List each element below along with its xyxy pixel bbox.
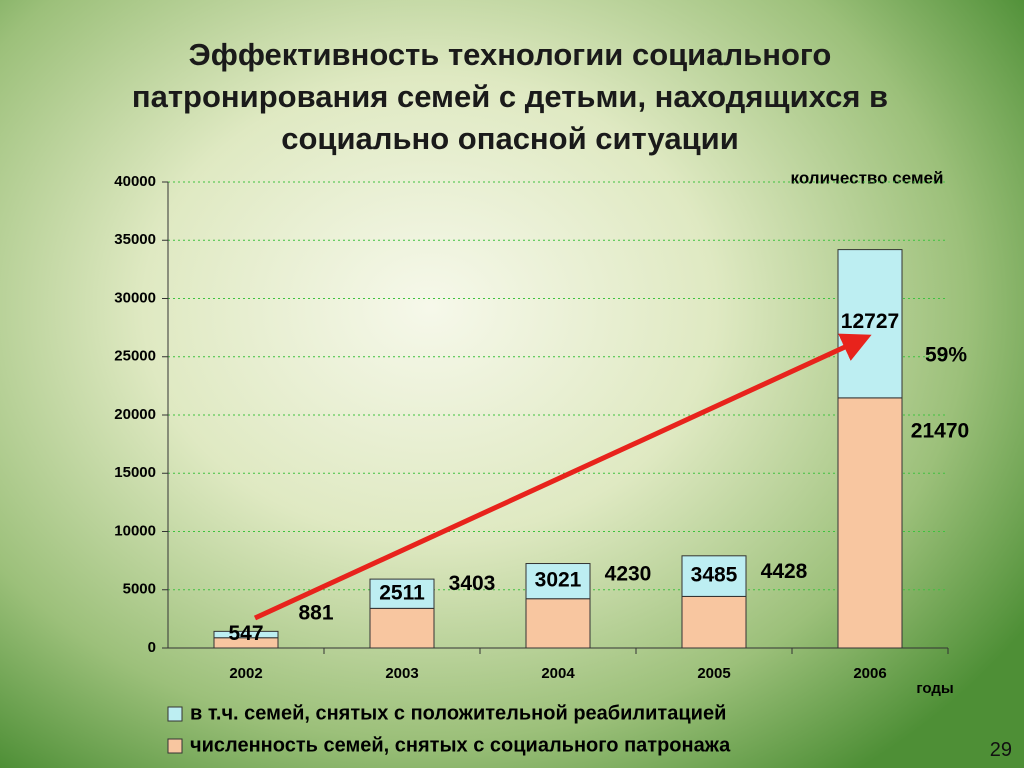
value-label: 881 [298,601,333,624]
bar-segment [525,598,591,649]
page-number: 29 [989,739,1012,761]
y-tick-label: 10000 [114,522,156,539]
x-axis-label: годы [916,680,953,697]
annotation: 59% [925,344,967,367]
x-tick-label: 2003 [385,665,418,682]
value-label: 4428 [761,560,808,583]
y-tick-label: 25000 [114,348,156,365]
x-tick-label: 2004 [541,665,575,682]
y-tick-label: 35000 [114,231,156,248]
value-label: 3485 [691,564,738,587]
bar-segment [213,630,279,639]
bar-segment [837,397,903,649]
y-tick-label: 0 [148,639,156,656]
value-label: 4230 [605,562,652,585]
bar-segment [369,578,435,609]
bar-segment [837,249,903,399]
y-tick-label: 15000 [114,464,156,481]
value-label: 21470 [911,419,969,442]
value-label: 2511 [379,581,425,604]
y-axis-label: количество семей [791,168,944,187]
value-label: 547 [228,622,263,645]
legend-label: в т.ч. семей, снятых с положительной реа… [190,702,726,724]
x-tick-label: 2006 [853,665,886,682]
y-tick-label: 30000 [114,289,156,306]
y-tick-label: 40000 [114,173,156,190]
bar-segment [525,563,591,600]
legend-label: численность семей, снятых с социального … [190,734,731,756]
value-label: 3403 [449,572,496,595]
legend-swatch [167,738,183,754]
trend-arrow [253,333,872,621]
y-tick-label: 5000 [123,581,156,598]
x-tick-label: 2005 [697,665,730,682]
x-tick-label: 2002 [229,665,262,682]
value-label: 12727 [841,310,899,333]
value-label: 3021 [535,569,582,592]
bar-segment [369,607,435,649]
slide-title: Эффективность технологии социального пат… [131,37,889,156]
bar-segment [681,595,747,649]
y-tick-label: 20000 [114,406,156,423]
legend-swatch [167,706,183,722]
bar-segment [681,555,747,597]
